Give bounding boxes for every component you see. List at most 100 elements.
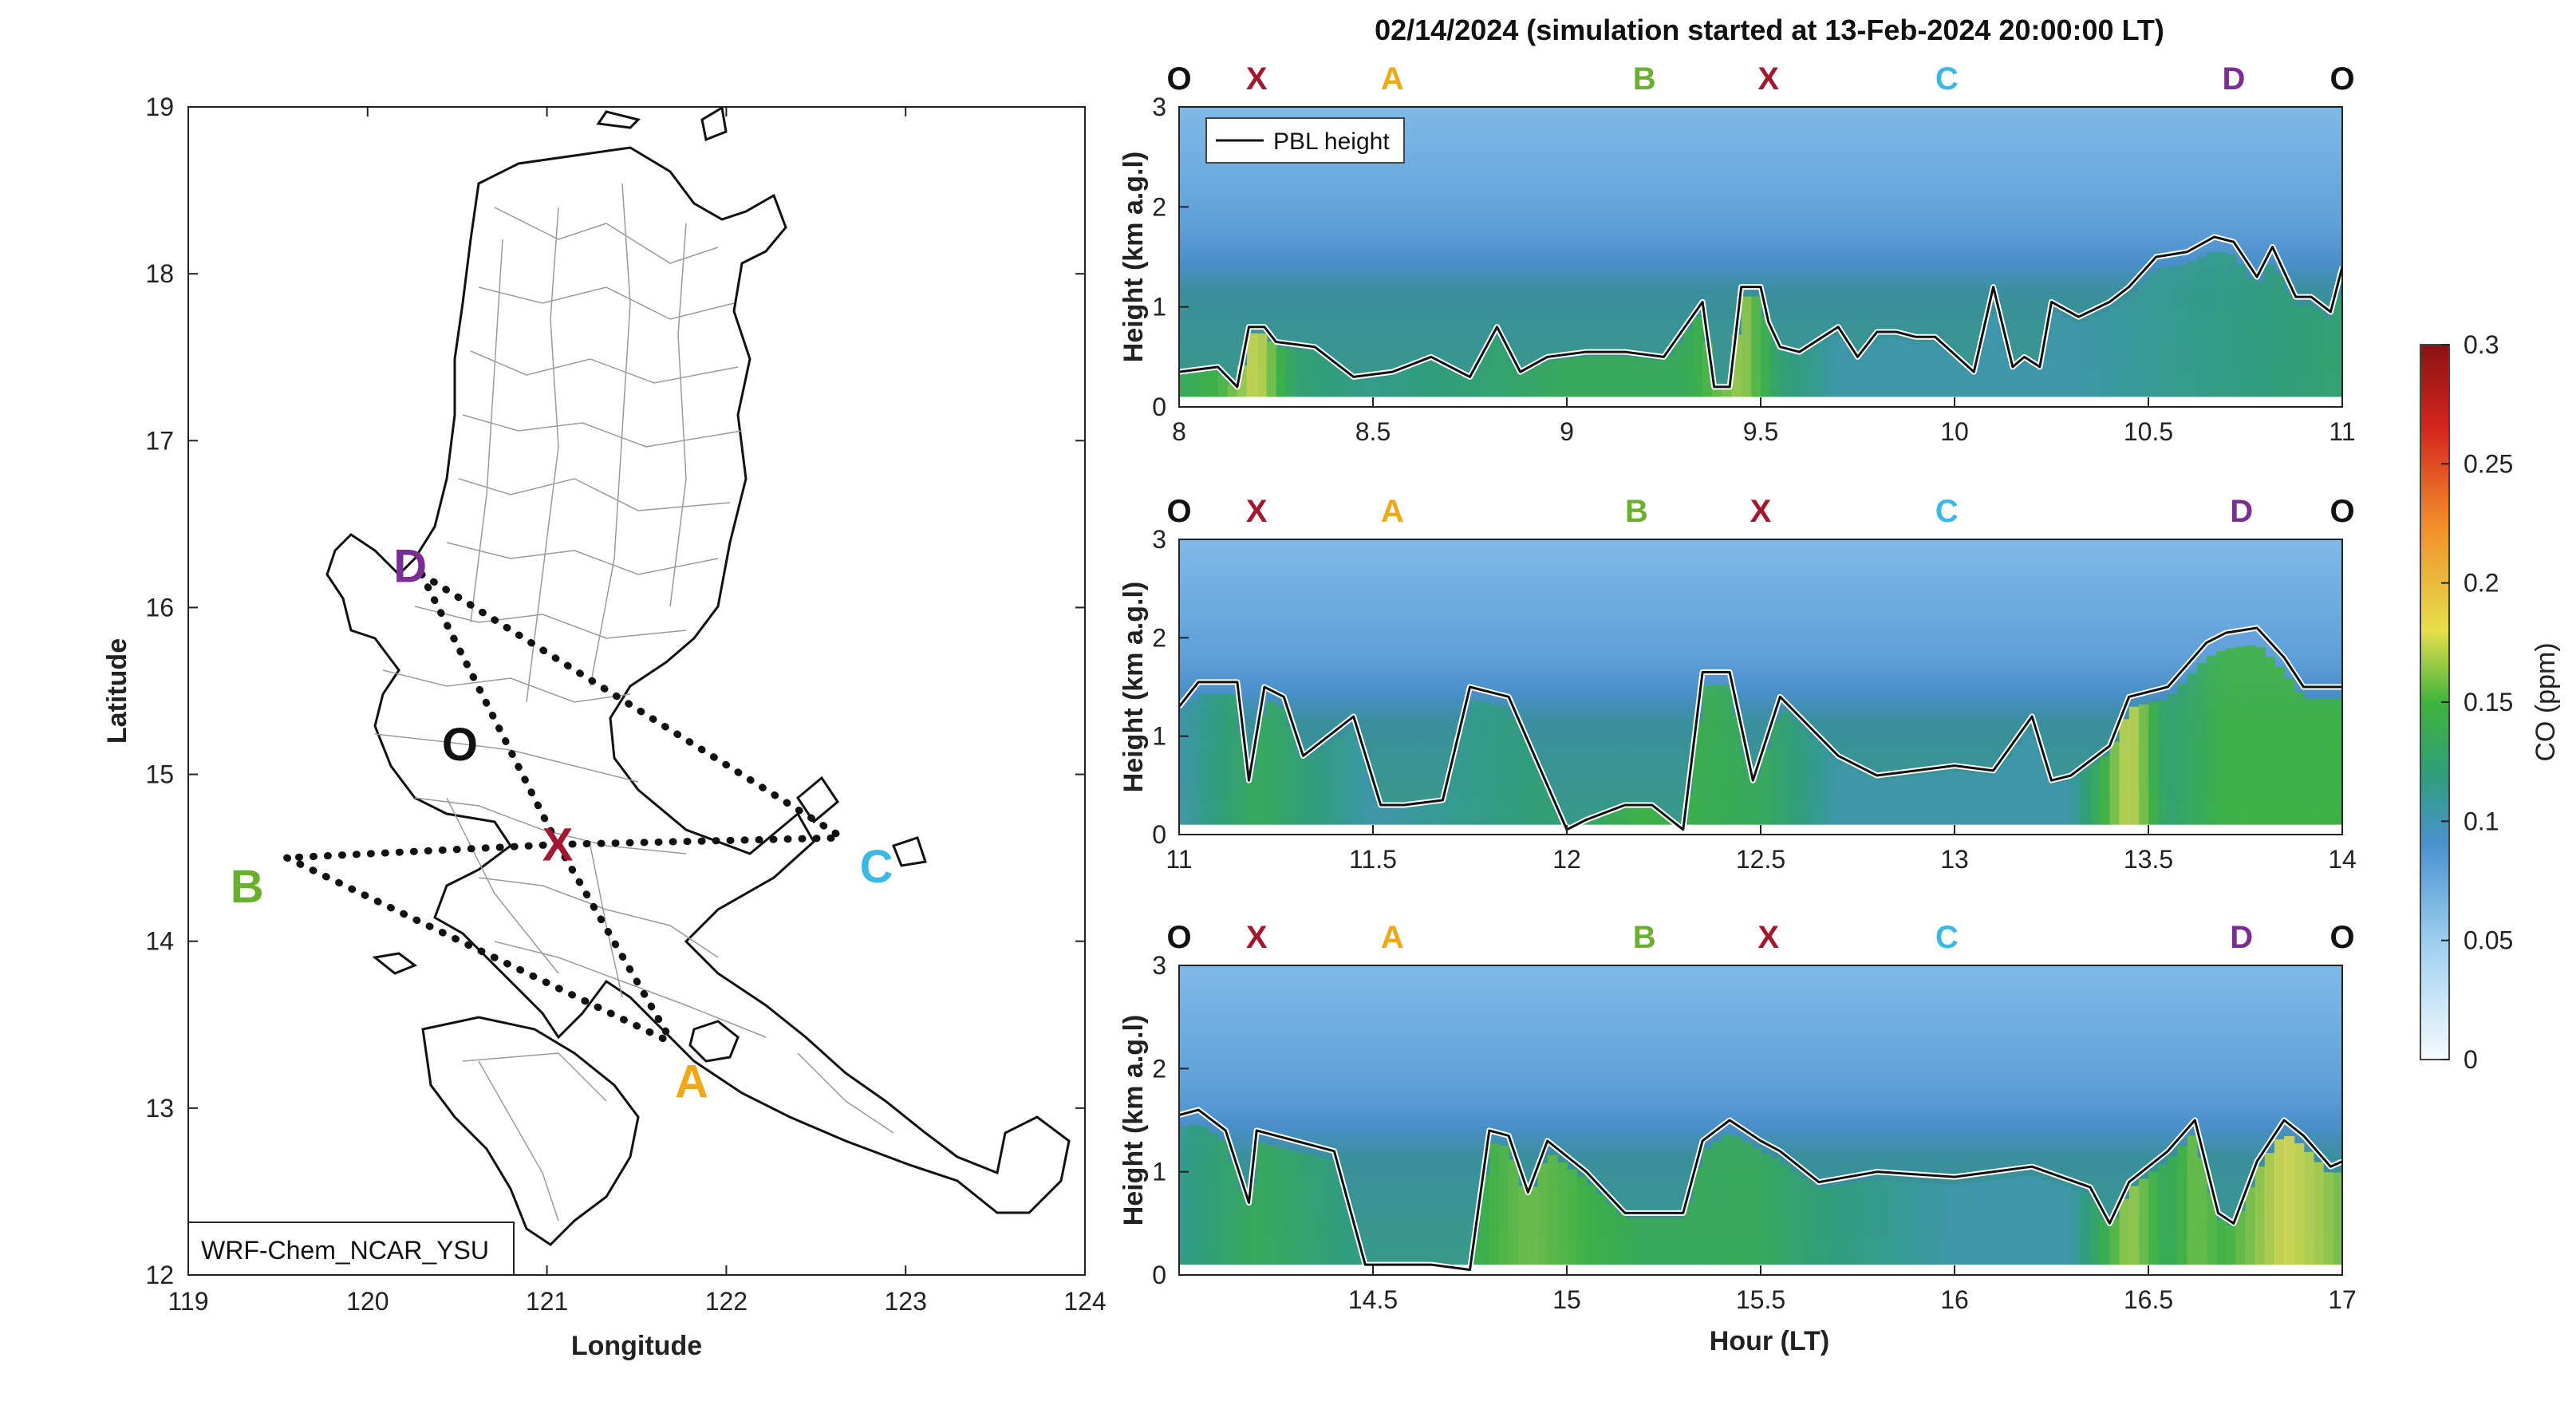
co-cell xyxy=(2177,265,2188,397)
coastline-and-boundaries xyxy=(325,107,1071,1246)
co-cell xyxy=(2226,648,2237,825)
co-cell xyxy=(1964,1182,1975,1265)
co-cell xyxy=(1983,1180,1994,1265)
co-cell xyxy=(1644,359,1655,397)
co-cell xyxy=(1227,1161,1238,1265)
co-cell xyxy=(2284,292,2295,397)
co-cell xyxy=(2196,663,2207,825)
colorbar-tick-label: 0.05 xyxy=(2464,926,2513,955)
map-site-d: D xyxy=(393,541,427,593)
co-cell xyxy=(2070,322,2081,397)
co-cell xyxy=(1770,721,1781,825)
co-cell xyxy=(1702,1148,1714,1265)
co-cell xyxy=(2012,1177,2024,1265)
co-cell xyxy=(2245,645,2256,825)
co-cell xyxy=(1964,370,1975,397)
co-cell xyxy=(1189,700,1200,825)
co-cell xyxy=(1460,377,1471,397)
ytick-label: 1 xyxy=(1152,1158,1166,1186)
xtick-label: 16.5 xyxy=(2124,1285,2173,1314)
co-cell xyxy=(2022,732,2034,825)
colorbar-tick-label: 0.25 xyxy=(2464,449,2513,478)
xtick-label: 11 xyxy=(2329,417,2355,446)
map-ytick-label: 16 xyxy=(145,593,174,622)
map-ytick-label: 14 xyxy=(145,927,174,956)
co-cell xyxy=(2061,781,2072,825)
co-cell xyxy=(1285,726,1296,825)
co-cell xyxy=(1537,1163,1548,1265)
co-cell xyxy=(1295,754,1306,825)
co-cell xyxy=(1518,738,1529,825)
pbl-height-line xyxy=(1178,1108,2343,1272)
co-cell xyxy=(1596,1194,1607,1265)
ytick-label: 1 xyxy=(1152,722,1166,751)
co-cell xyxy=(1411,365,1422,397)
xtick-label: 16 xyxy=(1940,1285,1969,1314)
co-cell xyxy=(1624,357,1636,397)
co-cell xyxy=(1876,337,1888,397)
co-cell xyxy=(1547,360,1558,397)
co-cell xyxy=(1809,1186,1820,1265)
co-cell xyxy=(1489,704,1500,825)
route-label-d: D xyxy=(2230,920,2253,955)
co-cell xyxy=(1993,1179,2004,1265)
co-cell xyxy=(1479,702,1490,825)
co-cell xyxy=(1848,353,1859,397)
xtick-label: 13.5 xyxy=(2124,845,2173,874)
co-cell xyxy=(1780,712,1791,825)
co-cell xyxy=(1944,1184,1955,1265)
co-cell xyxy=(2322,1172,2333,1265)
co-cell xyxy=(1208,1133,1219,1265)
co-cell xyxy=(1605,812,1616,825)
co-cell xyxy=(1189,1124,1200,1265)
xtick-label: 15.5 xyxy=(1736,1285,1785,1314)
co-cell xyxy=(2128,291,2140,397)
co-cell xyxy=(2313,698,2324,825)
co-cell xyxy=(2061,318,2072,397)
co-cell xyxy=(1906,1182,1917,1265)
co-cell xyxy=(1818,1188,1830,1265)
co-cell xyxy=(1644,1218,1655,1265)
co-cell xyxy=(1983,316,1994,397)
co-cell xyxy=(2119,299,2130,397)
co-cell xyxy=(1799,730,1810,825)
co-cell xyxy=(1761,1154,1772,1265)
co-cell xyxy=(1295,349,1306,397)
co-cell xyxy=(1673,1218,1684,1265)
co-cell xyxy=(1441,367,1452,397)
co-cell xyxy=(1955,772,1966,825)
co-cell xyxy=(1189,373,1200,397)
co-cell xyxy=(2051,1182,2062,1265)
co-cell xyxy=(1663,819,1675,825)
co-cell xyxy=(1635,807,1646,825)
route-segment xyxy=(554,840,677,1047)
co-cell xyxy=(2235,646,2247,825)
co-cell xyxy=(1838,764,1849,825)
co-cell xyxy=(1179,1127,1190,1265)
co-cell xyxy=(1605,1203,1616,1265)
co-cell xyxy=(1867,778,1878,825)
co-cell xyxy=(1528,368,1539,397)
figure-title: 02/14/2024 (simulation started at 13-Feb… xyxy=(1375,14,2164,46)
co-cell xyxy=(2294,692,2305,825)
co-cell xyxy=(1353,378,1364,397)
co-cell xyxy=(1430,803,1442,825)
time-height-panel-1: 8 8.5 9 9.5 10 10.5 11 0 1 2 3 Height (km a.g.l) O X A… xyxy=(1118,61,2356,446)
co-cell xyxy=(2070,776,2081,825)
co-cell xyxy=(1935,346,1946,397)
map-site-c: C xyxy=(860,841,894,893)
co-cell xyxy=(1256,333,1268,397)
co-cell xyxy=(2264,1153,2275,1265)
co-cell xyxy=(1392,373,1403,397)
co-cell xyxy=(1886,1181,1898,1265)
co-cell xyxy=(1722,685,1733,825)
map-route-lines xyxy=(283,570,847,1047)
route-label-o: O xyxy=(2329,920,2354,955)
co-cell xyxy=(1198,694,1209,825)
co-cell xyxy=(1828,336,1840,397)
co-cell xyxy=(2245,278,2256,397)
co-cell xyxy=(2090,1202,2101,1265)
co-cell xyxy=(1876,780,1888,825)
co-cell xyxy=(1509,1159,1520,1265)
co-cell xyxy=(1731,1136,1742,1265)
